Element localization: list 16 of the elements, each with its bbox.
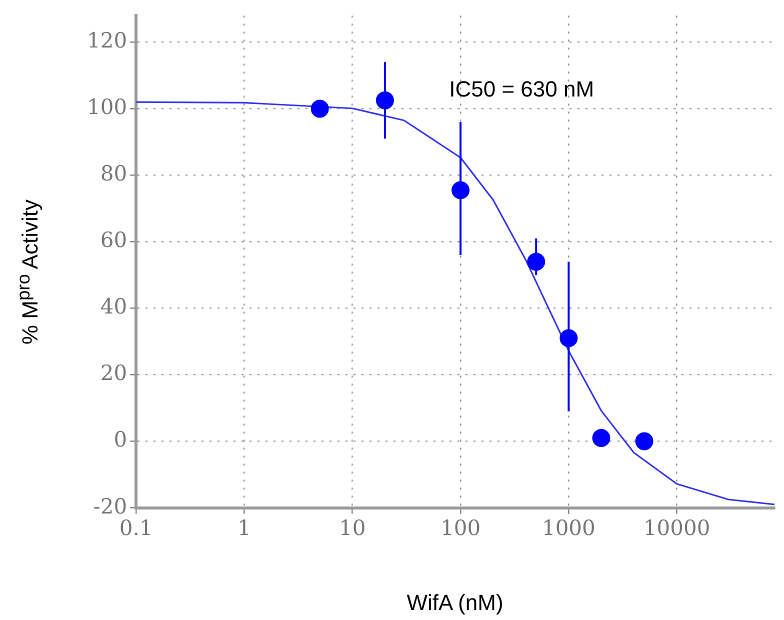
- y-tick-label: 120: [86, 28, 128, 53]
- x-tick-label: 100: [440, 516, 481, 540]
- x-tick-label: 10000: [643, 516, 710, 540]
- y-tick-label: 100: [86, 95, 128, 120]
- y-tick-label: 60: [100, 228, 128, 252]
- x-tick-label: 0.1: [119, 516, 153, 540]
- y-tick-label: 40: [100, 294, 128, 319]
- x-axis-title: WifA (nM): [406, 590, 504, 616]
- y-tick-label: 20: [100, 361, 128, 386]
- x-tick-label: 10: [339, 516, 366, 540]
- x-tick-label: 1000: [542, 516, 596, 540]
- y-tick-label: 80: [100, 162, 128, 186]
- y-tick-label: -20: [93, 494, 128, 518]
- x-tick-label: 1: [238, 516, 251, 540]
- annotation: IC50 = 630 nM: [449, 76, 594, 102]
- y-tick-label: 0: [114, 428, 128, 452]
